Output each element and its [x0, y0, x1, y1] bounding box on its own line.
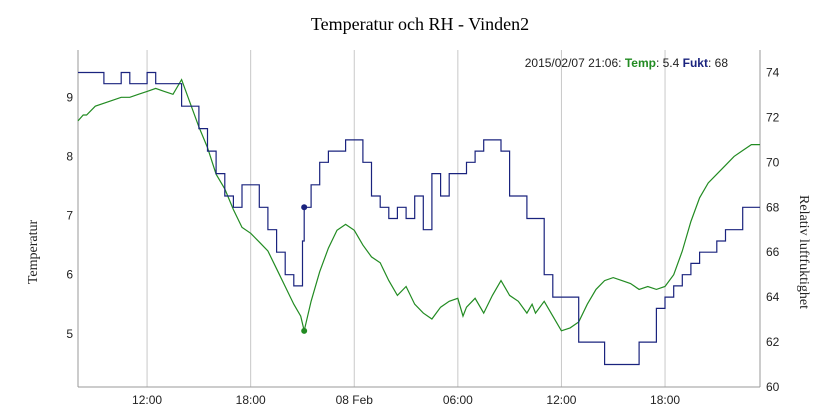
x-tick-label: 12:00 [132, 393, 162, 407]
legend-temp-value: : 5.4 [656, 56, 683, 70]
y-tick-label-left: 9 [66, 90, 73, 104]
legend-hum-value: : 68 [708, 56, 728, 70]
x-tick-label: 08 Feb [336, 393, 374, 407]
x-tick-label: 06:00 [443, 393, 473, 407]
x-tick-label: 12:00 [546, 393, 576, 407]
x-tick-label: 18:00 [650, 393, 680, 407]
hover-marker-fukt [301, 204, 308, 211]
series-line-fukt [78, 71, 760, 366]
y-tick-label-right: 68 [766, 200, 780, 214]
series-layer [77, 71, 760, 366]
y-tick-label-left: 6 [66, 268, 73, 282]
y-tick-label-right: 72 [766, 110, 780, 124]
x-tick-label: 18:00 [236, 393, 266, 407]
y-tick-label-right: 62 [766, 335, 780, 349]
hover-marker-temp [301, 327, 308, 334]
y-tick-label-right: 70 [766, 155, 780, 169]
y-tick-label-left: 8 [66, 149, 73, 163]
x-tick-labels: 12:00 18:00 08 Feb 06:00 12:00 18:00 [132, 393, 680, 407]
left-y-tick-labels: 5 6 7 8 9 [66, 90, 73, 340]
left-axis-label: Temperatur [26, 220, 41, 285]
series-line-temp [77, 78, 760, 332]
chart-title: Temperatur och RH - Vinden2 [311, 14, 529, 34]
legend-temp-label: Temp [625, 56, 656, 70]
y-tick-label-right: 60 [766, 380, 780, 394]
grid-lines [146, 50, 666, 387]
right-axis-label: Relativ luftfuktighet [796, 195, 811, 309]
y-tick-label-right: 64 [766, 290, 780, 304]
right-y-tick-labels: 60 62 64 66 68 70 72 74 [766, 65, 780, 394]
legend: 2015/02/07 21:06: Temp: 5.4 Fukt: 68 [525, 56, 729, 70]
y-tick-label-left: 7 [66, 209, 73, 223]
legend-datetime: 2015/02/07 21:06: [525, 56, 622, 70]
y-tick-label-right: 74 [766, 65, 780, 79]
y-tick-label-right: 66 [766, 245, 780, 259]
legend-hum-label: Fukt [683, 56, 708, 70]
y-tick-label-left: 5 [66, 327, 73, 341]
